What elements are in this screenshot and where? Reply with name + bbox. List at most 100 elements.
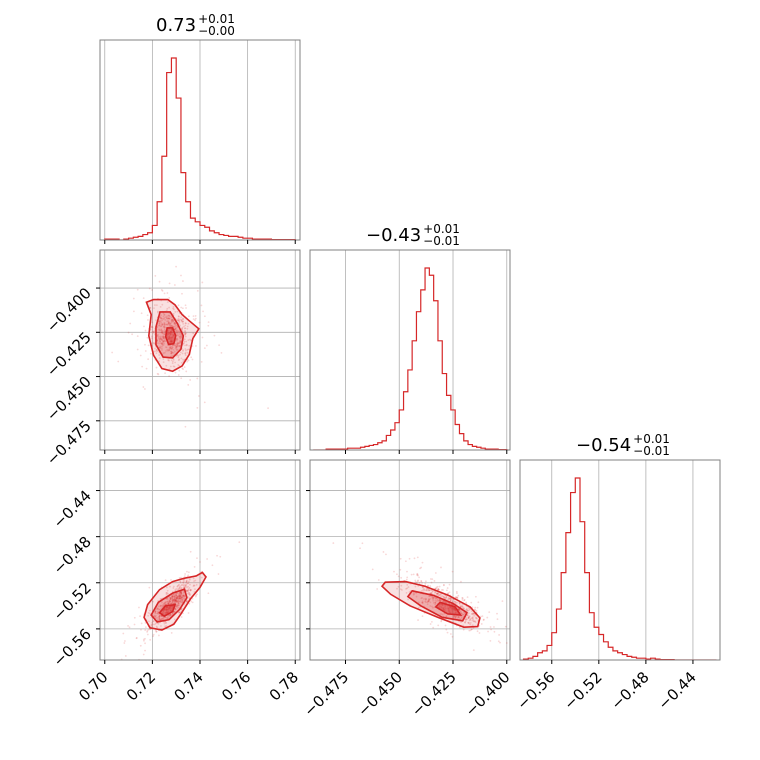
sample-point	[216, 554, 218, 557]
sample-point	[168, 323, 171, 326]
sample-point	[189, 589, 192, 592]
sample-point	[186, 570, 188, 573]
sample-point	[431, 595, 433, 598]
sample-point	[155, 630, 158, 633]
sample-point	[427, 599, 430, 602]
sample-point	[171, 613, 174, 615]
sample-point	[178, 344, 181, 347]
sample-point	[198, 321, 201, 324]
sample-point	[167, 322, 170, 325]
sample-point	[463, 599, 465, 602]
sample-point	[163, 351, 166, 354]
sample-point	[480, 623, 483, 625]
sample-point	[173, 322, 176, 325]
sample-point	[406, 587, 409, 590]
sample-point	[498, 634, 501, 636]
sample-point	[166, 611, 168, 614]
sample-point	[166, 349, 169, 352]
sample-point	[422, 586, 425, 589]
sample-point	[161, 345, 163, 348]
sample-point	[465, 618, 468, 621]
sample-point	[171, 362, 174, 365]
sample-point	[163, 324, 166, 326]
title-upper: +0.01	[198, 12, 235, 26]
sample-point	[405, 592, 408, 594]
sample-point	[174, 599, 177, 602]
sample-point	[414, 585, 417, 588]
sample-point	[181, 595, 184, 598]
sample-point	[163, 336, 166, 339]
sample-point	[184, 573, 187, 575]
sample-point	[147, 358, 150, 361]
sample-point	[171, 337, 174, 340]
sample-point	[186, 360, 189, 363]
sample-point	[169, 613, 172, 616]
sample-point	[177, 584, 180, 587]
sample-point	[144, 622, 147, 624]
sample-point	[180, 600, 183, 602]
sample-point	[475, 616, 477, 619]
sample-point	[432, 626, 435, 629]
sample-point	[437, 593, 440, 596]
sample-point	[187, 590, 189, 592]
sample-point	[172, 307, 174, 310]
sample-point	[175, 599, 178, 602]
sample-point	[159, 608, 161, 611]
sample-point	[439, 600, 442, 602]
sample-point	[178, 340, 181, 343]
sample-point	[155, 319, 157, 322]
sample-point	[176, 319, 179, 322]
sample-point	[179, 595, 182, 598]
sample-point	[401, 589, 403, 591]
sample-point	[432, 596, 434, 599]
sample-point	[468, 629, 471, 632]
sample-point	[156, 617, 158, 619]
sample-point	[151, 325, 153, 328]
sample-point	[170, 359, 173, 362]
sample-point	[158, 617, 161, 620]
sample-point	[174, 599, 177, 602]
sample-point	[171, 334, 174, 336]
sample-point	[144, 629, 147, 631]
sample-point	[179, 600, 182, 603]
sample-point	[162, 604, 165, 607]
sample-point	[169, 341, 172, 344]
sample-point	[171, 595, 174, 598]
sample-point	[432, 599, 435, 602]
sample-point	[171, 346, 174, 349]
sample-point	[179, 580, 182, 583]
sample-point	[460, 580, 462, 583]
sample-point	[168, 332, 170, 335]
sample-point	[442, 608, 445, 611]
sample-point	[462, 606, 464, 608]
y-tick-label: −0.425	[43, 328, 95, 380]
sample-point	[168, 321, 170, 324]
sample-point	[178, 344, 180, 347]
x-tick-label: −0.475	[300, 668, 352, 720]
sample-point	[171, 325, 174, 328]
sample-point	[183, 340, 186, 343]
sample-point	[474, 608, 476, 611]
sample-point	[393, 570, 395, 573]
sample-point	[164, 616, 167, 619]
sample-point	[455, 615, 457, 618]
sample-point	[434, 599, 437, 602]
sample-point	[458, 626, 461, 629]
sample-point	[220, 351, 223, 354]
sample-point	[156, 607, 159, 610]
sample-point	[444, 609, 446, 612]
sample-point	[160, 325, 163, 327]
sample-point	[162, 337, 165, 340]
sample-point	[184, 595, 186, 598]
sample-point	[147, 614, 150, 617]
sample-point	[166, 592, 169, 595]
sample-point	[489, 626, 492, 628]
sample-point	[165, 608, 168, 611]
sample-point	[468, 615, 471, 617]
sample-point	[217, 573, 220, 575]
sample-point	[174, 325, 176, 328]
sample-point	[166, 606, 169, 609]
sample-point	[158, 346, 161, 349]
sample-point	[177, 342, 180, 345]
sample-point	[124, 655, 127, 657]
